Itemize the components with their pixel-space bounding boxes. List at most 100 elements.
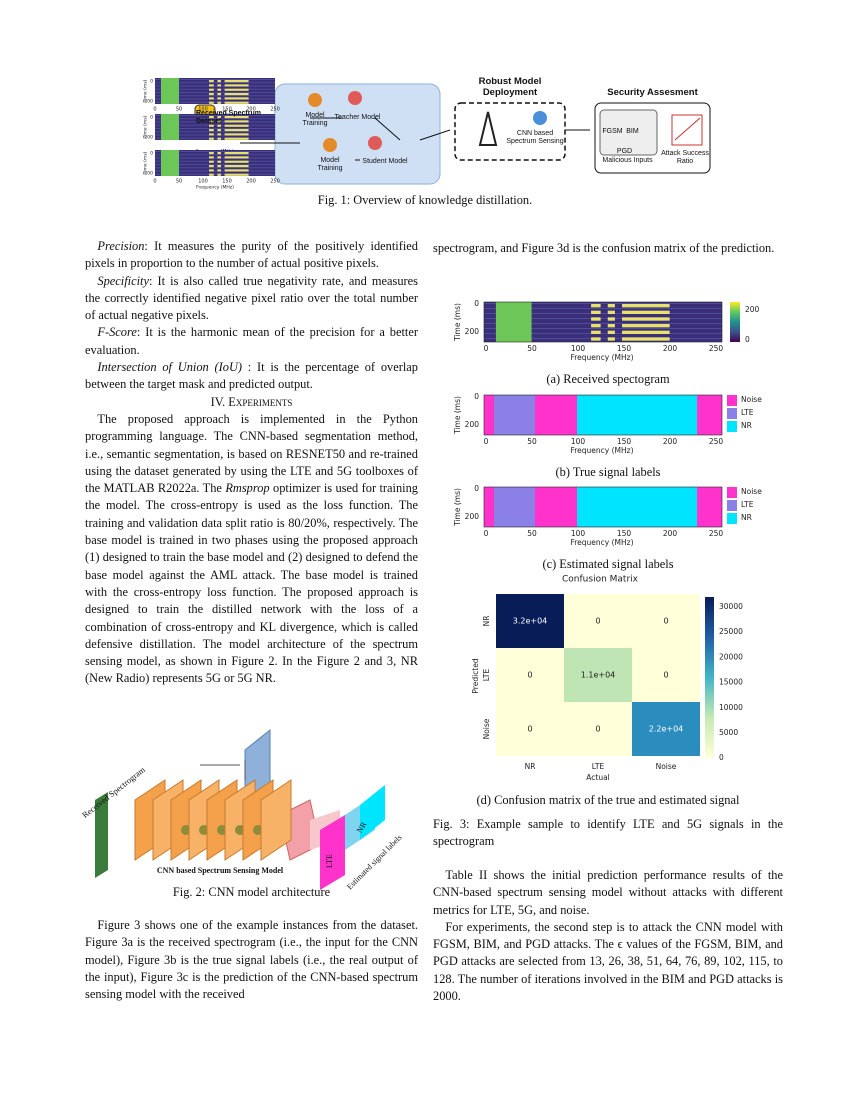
network-icon (368, 136, 382, 150)
subfigure-caption: (c) Estimated signal labels (542, 557, 674, 571)
chart-title: Confusion Matrix (562, 575, 639, 585)
term: Intersection of Union (IoU) (97, 360, 243, 375)
section-heading: IV. Experiments (210, 394, 293, 409)
input-spectrogram (95, 792, 108, 878)
text: : It is the harmonic mean of the precisi… (85, 325, 418, 357)
spectrogram-signal (209, 116, 214, 119)
tick-label: 100 (571, 344, 586, 353)
skip-connection (200, 760, 246, 780)
right-column-bottom: Table II shows the initial prediction pe… (433, 867, 783, 1005)
model-training-label: Model Training (317, 157, 343, 172)
network-icon (348, 91, 362, 105)
student-label: Student Model (362, 158, 408, 165)
spectrogram-signal (209, 124, 214, 127)
spectrogram-stripe (155, 128, 275, 129)
colorbar-label: 5000 (719, 728, 738, 737)
label-segment (535, 487, 577, 527)
spectrogram-stripe (155, 101, 275, 103)
axis-label: Predicted (471, 658, 480, 693)
tick-label: 0 (474, 392, 479, 401)
spectrogram-signal (607, 317, 615, 321)
fig2-lte-label: LTE (325, 854, 334, 868)
colorbar (705, 597, 714, 758)
legend-swatch (727, 395, 737, 406)
conv-layer (260, 779, 292, 861)
spectrogram-signal (209, 152, 214, 155)
tick-label: 0 (153, 107, 156, 113)
right-column-top: spectrogram, and Figure 3d is the confus… (433, 240, 783, 257)
spectrogram-signal (217, 101, 221, 104)
tick-label: 0 (474, 484, 479, 493)
spectrogram-signal (217, 173, 221, 176)
spectrogram-signal (591, 310, 601, 314)
col-label: Noise (656, 762, 677, 771)
paragraph: The proposed approach is implemented in … (85, 411, 418, 688)
paragraph: Intersection of Union (IoU) : It is the … (85, 359, 418, 394)
spectrogram-signal (217, 97, 221, 100)
text: : It is also called true negativity rate… (85, 273, 418, 323)
legend-label: NR (741, 513, 752, 522)
tick-label: 200 (144, 171, 153, 177)
spectrogram-signal (217, 116, 221, 119)
spectrogram-signal (224, 173, 249, 176)
spectrogram-signal (224, 152, 249, 155)
tick-label: 50 (527, 529, 537, 538)
tick-label: 200 (663, 344, 678, 353)
spectrogram-signal (209, 80, 214, 83)
spectrogram-signal (224, 169, 249, 172)
output-noise (320, 815, 345, 890)
cell-label: 0 (595, 725, 600, 734)
spectrogram-signal (217, 80, 221, 83)
tick-label: 150 (222, 179, 232, 185)
spectrogram-stripe (155, 154, 275, 156)
matrix-cell (496, 594, 564, 648)
tick-label: 100 (198, 107, 208, 113)
tick-label: 0 (484, 344, 489, 353)
tick-label: 200 (663, 437, 678, 446)
cell-label: 3.2e+04 (513, 617, 548, 626)
spectrogram-stripe (484, 333, 722, 334)
bim-label: BIM (626, 128, 639, 135)
text: : It measures the purity of the positive… (85, 239, 418, 271)
spectrogram-signal (591, 317, 601, 321)
spectrogram-block (161, 114, 179, 140)
spectrogram-signal (224, 116, 249, 119)
gear-icon (323, 138, 337, 152)
spectrogram-stripe (484, 338, 722, 339)
label-segment (484, 487, 494, 527)
plot-frame (483, 394, 723, 436)
spectrogram-stripe (155, 157, 275, 159)
left-column: Precision: It measures the purity of the… (85, 238, 418, 688)
tick-label: 100 (198, 179, 208, 185)
spectrogram-signal (209, 84, 214, 87)
spectrogram-signal (622, 304, 670, 308)
legend-swatch (727, 408, 737, 419)
plot-frame (483, 301, 723, 343)
paragraph: Table II shows the initial prediction pe… (433, 868, 783, 917)
spectrogram-stripe (155, 164, 275, 165)
spectrogram-stripe (155, 173, 275, 175)
spectrogram-signal (591, 304, 601, 308)
network-icon (533, 111, 547, 125)
tick-label: 150 (617, 344, 632, 353)
axis-label: Time (ms) (143, 79, 149, 103)
tick-label: 200 (465, 512, 480, 521)
colorbar-label: 30000 (719, 602, 743, 611)
spectrogram-stripe (155, 115, 275, 116)
label-segment (697, 487, 722, 527)
spectrogram-signal (622, 317, 670, 321)
axis-label: Time (ms) (453, 303, 462, 342)
matrix-cell (564, 594, 632, 648)
deploy-title: Robust Model Deployment (478, 76, 542, 98)
legend-swatch (727, 487, 737, 498)
spectrogram-stripe (155, 85, 275, 87)
paragraph: For experiments, the second step is to a… (433, 919, 783, 1004)
spectrogram-signal (224, 160, 249, 163)
legend-swatch (727, 500, 737, 511)
tick-label: 50 (176, 107, 182, 113)
matrix-cell (564, 702, 632, 756)
axis-label: Actual (586, 773, 610, 782)
spectrogram-signal (209, 93, 214, 96)
row-label: LTE (482, 669, 491, 682)
